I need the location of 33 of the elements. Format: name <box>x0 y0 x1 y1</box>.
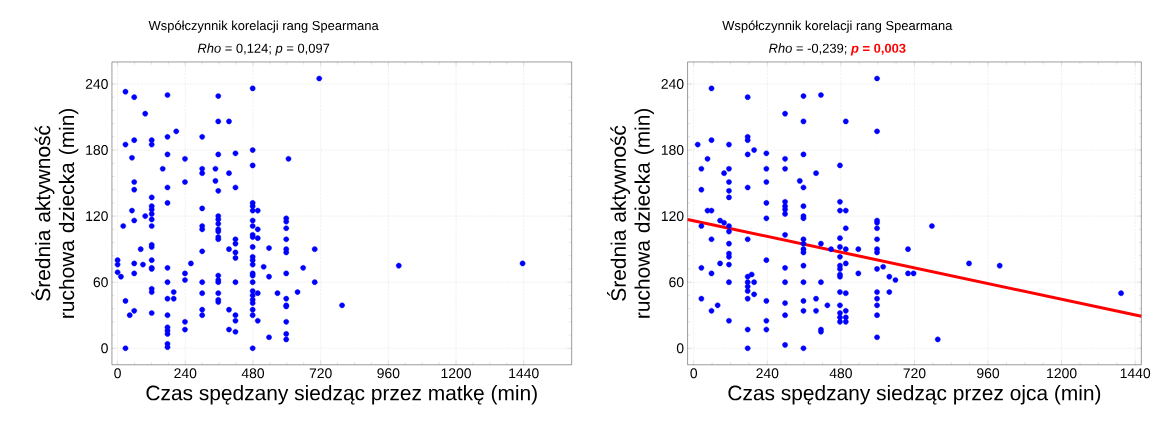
x-tick-label: 480 <box>241 368 265 379</box>
y-axis-title: Średnia aktywność ruchowa dziecka (min) <box>607 109 654 318</box>
y-tick-label: 240 <box>85 79 108 90</box>
y-tick-label: 180 <box>661 145 684 156</box>
x-axis-title: Czas spędzany siedząc przez matkę (min) <box>146 385 537 405</box>
y-tick-label: 0 <box>676 343 684 354</box>
x-tick-label: 1440 <box>509 368 539 379</box>
x-tick-label: 960 <box>977 368 1000 379</box>
x-tick-label: 0 <box>114 368 121 379</box>
y-tick-label: 180 <box>86 145 108 156</box>
y-tick-label: 0 <box>101 343 108 354</box>
x-tick-label: 240 <box>174 368 197 379</box>
x-tick-label: 240 <box>756 368 779 379</box>
y-tick-label: 120 <box>661 211 684 222</box>
x-tick-label: 960 <box>377 368 400 379</box>
x-tick-label: 1200 <box>1047 368 1077 379</box>
y-tick-label: 60 <box>93 277 108 288</box>
y-tick-label: 60 <box>669 277 684 288</box>
y-tick-label: 240 <box>661 79 684 90</box>
chart-subtitle: Rho = -0,239; <box>769 43 847 55</box>
x-tick-label: 720 <box>309 368 332 379</box>
y-tick-label: 120 <box>86 211 108 222</box>
chart-subtitle: Rho = 0,124; p = 0,097 <box>197 43 330 56</box>
x-tick-label: 480 <box>829 368 852 379</box>
x-tick-label: 720 <box>903 368 926 379</box>
chart-title: Współczynnik korelacji rang Spearmana <box>722 20 953 33</box>
text: p = 0,003 <box>850 43 906 56</box>
x-tick-label: 0 <box>690 368 698 379</box>
x-tick-label: 1200 <box>441 368 471 379</box>
chart-title: Współczynnik korelacji rang Spearmana <box>148 20 379 33</box>
x-axis-title: Czas spędzany siedząc przez ojca (min) <box>728 385 1101 405</box>
y-axis-title: Średnia aktywność ruchowa dziecka (min) <box>31 109 79 318</box>
x-tick-label: 1440 <box>1120 368 1151 379</box>
